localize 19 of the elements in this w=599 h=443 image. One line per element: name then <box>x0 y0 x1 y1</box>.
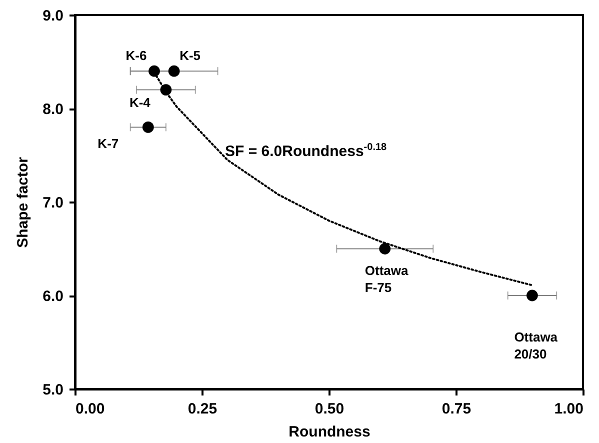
annotation: K-4 <box>129 94 152 110</box>
y-tick-label: 6.0 <box>42 288 64 305</box>
annotation: Ottawa 20/30 <box>514 330 558 362</box>
annotation: Ottawa F-75 <box>364 262 409 295</box>
annotation: K-5 <box>180 48 201 64</box>
y-tick-label: 8.0 <box>42 101 64 118</box>
y-tick-label: 9.0 <box>42 8 64 24</box>
x-axis-title: Roundness <box>288 424 370 440</box>
x-tick-label: 0.75 <box>442 400 472 418</box>
x-tick-label: 1.00 <box>554 400 584 418</box>
y-tick-label: 7.0 <box>42 194 64 212</box>
annotation: SF = 6.0Roundness$^{-0.18}$ <box>225 142 387 160</box>
y-axis-title: Shape factor <box>14 156 32 248</box>
x-tick-label: 0.50 <box>314 400 344 418</box>
annotation: K-7 <box>98 136 119 152</box>
x-tick-label: 0.00 <box>76 400 105 418</box>
x-tick-label: 0.25 <box>188 400 218 418</box>
annotation: K-6 <box>126 48 147 64</box>
y-tick-label: 5.0 <box>42 382 64 398</box>
